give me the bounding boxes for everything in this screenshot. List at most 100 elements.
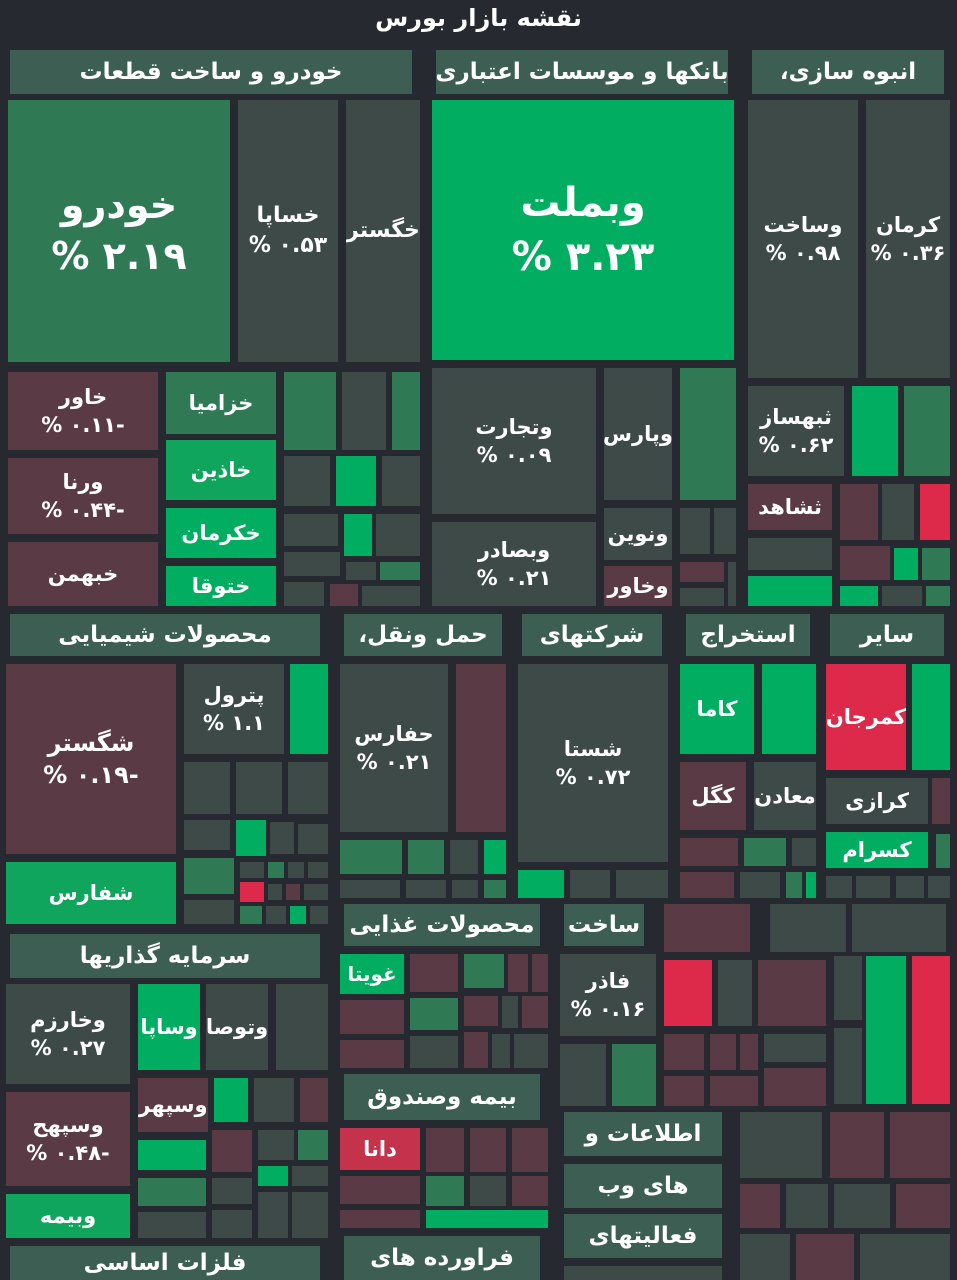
stock-change: -۰.۴۸ % [26,1141,110,1165]
stock-tile [710,1076,758,1106]
stock-tile [840,586,878,606]
stock-tile [284,372,336,450]
stock-tile [680,838,738,866]
stock-change: ۰.۳۶ % [870,241,946,265]
stock-tile [852,386,898,476]
stock-tile [796,1234,854,1280]
stock-tile: وخاور [604,566,672,606]
stock-tile: وتجارت ۰.۰۹ % [432,368,596,514]
stock-tile [840,546,890,580]
sector-header: بانکها و موسسات اعتباری [436,50,728,94]
stock-tile [450,840,478,874]
stock-tile: ونوین [604,508,672,560]
stock-name: خبهمن [47,561,119,586]
stock-tile [764,1034,826,1062]
stock-tile [258,1130,294,1160]
stock-tile [834,1184,890,1228]
stock-tile [890,1112,950,1178]
stock-name: وساپا [140,1014,198,1039]
stock-tile [740,1234,790,1280]
stock-tile [748,576,832,606]
stock-tile [290,906,306,924]
stock-tile: ثشاهد [748,484,832,530]
stock-tile [840,484,878,540]
stock-tile: کگل [680,762,746,830]
stock-tile [392,372,420,450]
stock-tile [284,514,338,546]
stock-name: کرمان [875,212,941,237]
stock-tile: خگستر [346,100,420,362]
stock-tile [254,1078,294,1122]
stock-tile [212,1130,252,1172]
stock-tile [518,870,564,898]
stock-tile [616,870,668,898]
stock-tile [612,1044,656,1106]
stock-tile [762,664,816,754]
stock-tile [258,1192,288,1238]
stock-tile: خاور -۰.۱۱ % [8,372,158,450]
stock-tile [308,862,328,878]
stock-tile [284,456,330,506]
stock-tile [920,484,950,540]
stock-tile [380,562,420,580]
stock-tile [718,960,752,1026]
stock-tile [138,1140,206,1170]
stock-tile: وساخت ۰.۹۸ % [748,100,858,378]
stock-tile [830,1112,884,1178]
stock-name: کسرام [842,837,912,862]
stock-tile: شفارس [6,862,176,924]
stock-tile [758,960,826,1026]
stock-tile [522,996,548,1028]
stock-name: کمرجان [826,704,906,729]
stock-tile [680,588,724,606]
stock-tile [882,484,914,540]
stock-change: -۰.۴۴ % [41,498,125,522]
stock-tile [270,822,294,854]
stock-tile [922,548,950,580]
stock-tile [212,1178,252,1204]
stock-tile [936,834,950,868]
stock-tile [532,954,548,992]
stock-name: وبملت [520,180,646,226]
stock-tile: ختوقا [166,566,276,606]
stock-name: وتوصا [206,1014,268,1039]
sector-header: فعالیتهای [564,1214,722,1258]
stock-tile [826,876,852,898]
stock-tile [512,1176,548,1206]
stock-tile [340,1176,420,1204]
stock-name: کرازی [845,788,909,813]
stock-change: ۰.۲۱ % [476,566,552,590]
stock-tile [340,880,400,898]
stock-name: وسپهر [138,1092,208,1117]
stock-tile [240,906,262,924]
sector-header: فلزات اساسی [10,1246,320,1280]
stock-tile [376,514,420,556]
stock-tile [770,904,846,952]
stock-tile [852,904,946,952]
stock-tile: وپارس [604,368,672,500]
stock-change: -۰.۱۹ % [43,761,139,789]
stock-name: خودرو [60,182,178,227]
stock-tile [792,838,816,866]
sector-header: محصولات غذایی [344,904,540,946]
stock-tile [740,872,780,898]
stock-tile: ورنا -۰.۴۴ % [8,458,158,534]
stock-name: خاذین [190,457,252,482]
stock-tile [288,862,304,878]
stock-name: شستا [563,736,623,761]
stock-tile [680,368,736,500]
stock-change: -۰.۱۱ % [41,413,125,437]
stock-tile [310,906,328,924]
stock-tile [340,1000,404,1034]
stock-tile [560,1044,606,1106]
stock-tile [894,548,918,580]
stock-tile: فاذر ۰.۱۶ % [560,954,656,1036]
stock-tile [508,954,528,992]
stock-tile: ثبهساز ۰.۶۲ % [748,386,844,476]
sector-header: استخراج [686,614,810,656]
sector-header: سرمایه گذاریها [10,934,320,978]
stock-tile [406,880,446,898]
stock-name: دانا [363,1136,397,1161]
stock-tile [268,884,282,900]
